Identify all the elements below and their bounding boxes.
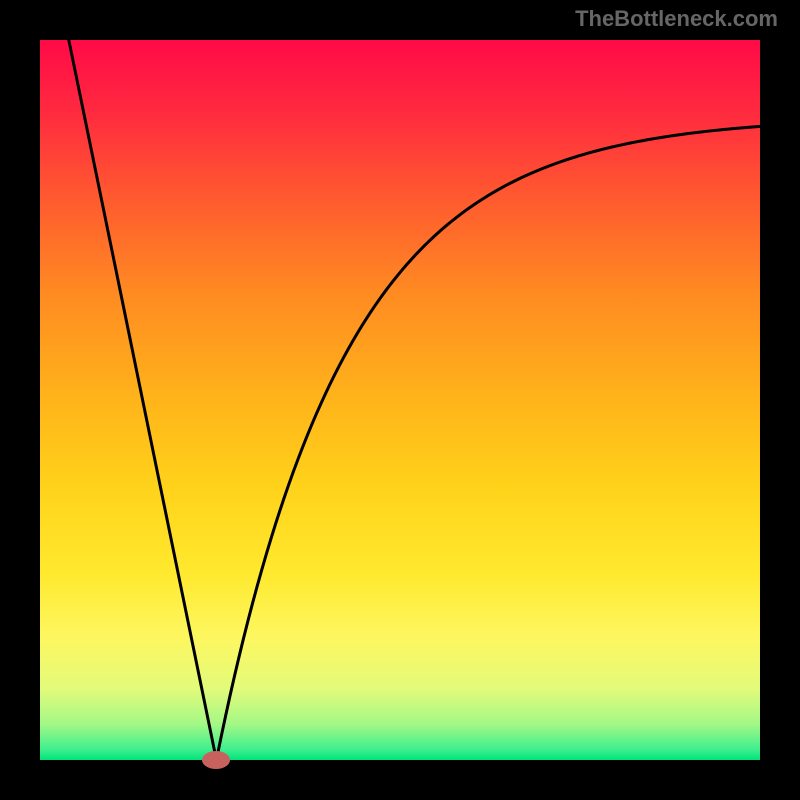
plot-area — [40, 40, 760, 760]
bottleneck-curve — [69, 40, 760, 760]
min-marker — [202, 751, 230, 769]
watermark-text: TheBottleneck.com — [575, 6, 778, 32]
stage: TheBottleneck.com — [0, 0, 800, 800]
curve-layer — [40, 40, 760, 760]
